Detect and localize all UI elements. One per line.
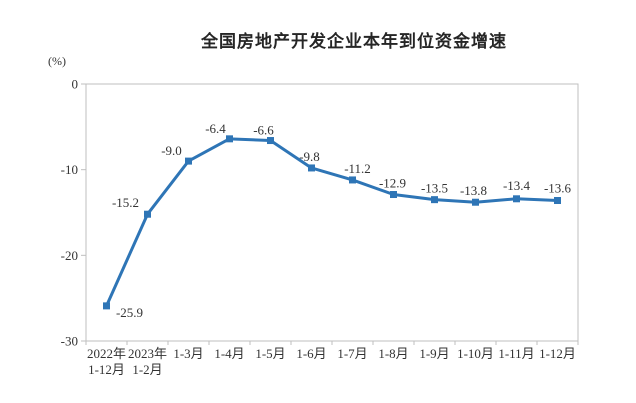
x-category-label: 2023年 bbox=[128, 346, 167, 361]
data-point-marker bbox=[308, 164, 315, 172]
y-tick-label: -10 bbox=[61, 162, 78, 177]
data-point-marker bbox=[185, 157, 192, 165]
x-category-label: 1-9月 bbox=[419, 346, 449, 361]
x-category-label: 1-5月 bbox=[255, 346, 285, 361]
data-point-marker bbox=[472, 198, 479, 206]
x-category-label: 1-12月 bbox=[539, 346, 576, 361]
data-point-label: -6.6 bbox=[253, 123, 274, 138]
data-point-label: -25.9 bbox=[116, 305, 143, 320]
data-point-marker bbox=[267, 137, 274, 145]
y-tick-label: -20 bbox=[61, 248, 78, 263]
x-category-label: 1-2月 bbox=[132, 362, 162, 377]
x-axis-ticks bbox=[85, 341, 579, 345]
x-category-label: 1-7月 bbox=[337, 346, 367, 361]
data-point-label: -9.0 bbox=[161, 143, 182, 158]
data-point-marker bbox=[390, 191, 397, 199]
y-axis-unit-label: (%) bbox=[48, 54, 66, 68]
x-category-label: 1-4月 bbox=[214, 346, 244, 361]
data-point-label: -13.8 bbox=[460, 183, 487, 198]
data-point-label: -12.9 bbox=[379, 176, 406, 191]
x-category-label: 2022年 bbox=[87, 346, 126, 361]
data-point-marker bbox=[226, 135, 233, 143]
x-category-label: 1-8月 bbox=[378, 346, 408, 361]
x-category-label: 1-11月 bbox=[498, 346, 534, 361]
y-tick-label: -30 bbox=[61, 334, 78, 349]
x-category-label: 1-12月 bbox=[88, 362, 125, 377]
data-point-marker bbox=[513, 195, 520, 203]
x-category-label: 1-6月 bbox=[296, 346, 326, 361]
data-point-label: -9.8 bbox=[299, 149, 320, 164]
data-labels: -25.9 -15.2 -9.0 -6.4 -6.6 -9.8 -11.2 -12.9 -13.… bbox=[112, 121, 572, 320]
data-point-marker bbox=[349, 176, 356, 184]
y-axis-ticks bbox=[81, 83, 86, 342]
y-axis-labels: 0 -10 -20 -30 bbox=[61, 77, 78, 349]
data-point-label: -15.2 bbox=[112, 195, 139, 210]
data-point-marker bbox=[144, 210, 151, 218]
data-line bbox=[105, 137, 559, 308]
chart-title: 全国房地产开发企业本年到位资金增速 bbox=[201, 32, 507, 51]
data-point-label: -6.4 bbox=[205, 121, 226, 136]
plot-border bbox=[85, 83, 579, 342]
data-point-label: -13.6 bbox=[544, 181, 572, 196]
data-point-marker bbox=[431, 196, 438, 204]
data-points bbox=[103, 135, 561, 310]
y-tick-label: 0 bbox=[72, 77, 79, 92]
data-point-marker bbox=[103, 302, 110, 310]
x-category-label: 1-3月 bbox=[173, 346, 203, 361]
x-category-label: 1-10月 bbox=[457, 346, 494, 361]
data-point-label: -11.2 bbox=[344, 161, 371, 176]
data-point-label: -13.5 bbox=[421, 181, 448, 196]
data-point-label: -13.4 bbox=[503, 178, 531, 193]
data-point-marker bbox=[554, 197, 561, 205]
